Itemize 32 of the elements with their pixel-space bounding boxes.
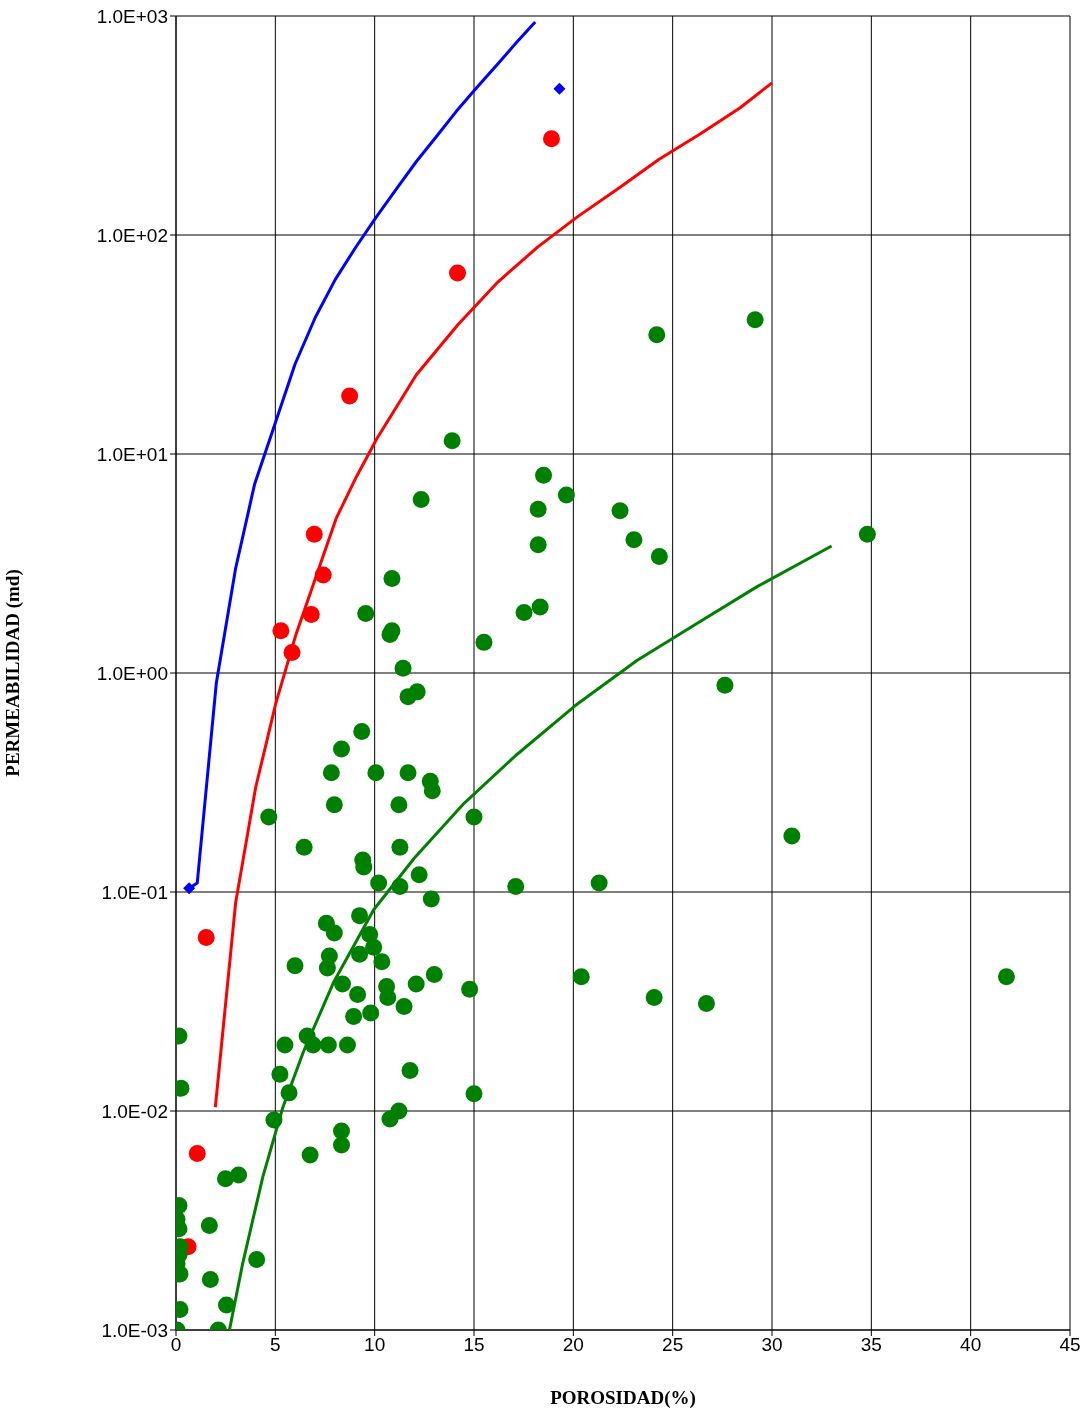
point [188, 1144, 206, 1162]
point [305, 525, 323, 543]
x-tick-label: 15 [463, 1334, 485, 1356]
x-tick-label: 35 [860, 1334, 882, 1356]
x-tick-label: 10 [364, 1334, 386, 1356]
point [272, 622, 290, 640]
y-tick-label: 1.0E+02 [96, 224, 168, 246]
y-tick-label: 1.0E+00 [96, 662, 168, 684]
point [314, 566, 332, 584]
y-tick-label: 1.0E-01 [101, 881, 168, 903]
y-tick-label: 1.0E+01 [96, 443, 168, 465]
x-tick-label: 30 [761, 1334, 783, 1356]
y-tick-label: 1.0E+03 [96, 5, 168, 27]
point [542, 130, 560, 148]
x-tick-label: 0 [170, 1334, 182, 1356]
x-tick-label: 45 [1059, 1334, 1081, 1356]
x-tick-label: 5 [270, 1334, 281, 1356]
x-axis-title: POROSIDAD(%) [550, 1387, 696, 1409]
point [302, 605, 320, 623]
point [197, 928, 215, 946]
x-tick-label: 40 [960, 1334, 982, 1356]
x-tick-label: 20 [562, 1334, 584, 1356]
line-series [213, 81, 774, 1109]
point [283, 644, 301, 662]
point [183, 882, 196, 895]
point [553, 82, 566, 95]
y-tick-label: 1.0E-02 [101, 1100, 168, 1122]
y-axis-title: PERMEABILIDAD (md) [1, 569, 24, 777]
point [341, 387, 359, 405]
point [449, 264, 467, 282]
x-tick-label: 25 [662, 1334, 684, 1356]
y-tick-label: 1.0E-03 [101, 1319, 168, 1341]
